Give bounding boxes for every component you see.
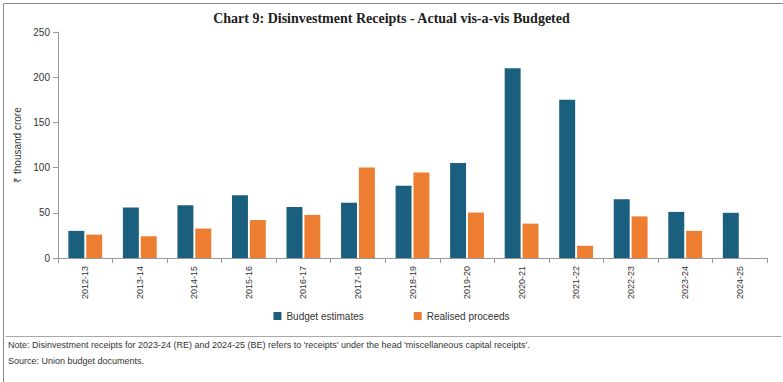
svg-text:₹ thousand crore: ₹ thousand crore bbox=[12, 107, 23, 183]
svg-text:2019-20: 2019-20 bbox=[462, 266, 472, 299]
svg-text:Realised proceeds: Realised proceeds bbox=[427, 311, 510, 322]
svg-text:Chart 9: Disinvestment Receipt: Chart 9: Disinvestment Receipts - Actual… bbox=[213, 11, 570, 26]
svg-text:2024-25: 2024-25 bbox=[735, 266, 745, 299]
svg-text:2022-23: 2022-23 bbox=[626, 266, 636, 299]
svg-text:200: 200 bbox=[33, 72, 50, 83]
svg-text:250: 250 bbox=[33, 27, 50, 38]
svg-text:Source: Union budget documents: Source: Union budget documents. bbox=[8, 356, 144, 366]
svg-text:2021-22: 2021-22 bbox=[571, 266, 581, 299]
svg-text:2015-16: 2015-16 bbox=[244, 266, 254, 299]
svg-text:2013-14: 2013-14 bbox=[135, 266, 145, 299]
svg-text:2018-19: 2018-19 bbox=[408, 266, 418, 299]
svg-text:2016-17: 2016-17 bbox=[298, 266, 308, 299]
svg-text:2020-21: 2020-21 bbox=[517, 266, 527, 299]
svg-text:100: 100 bbox=[33, 162, 50, 173]
svg-text:Budget estimates: Budget estimates bbox=[286, 311, 363, 322]
svg-text:2023-24: 2023-24 bbox=[680, 266, 690, 299]
svg-text:2014-15: 2014-15 bbox=[189, 266, 199, 299]
svg-text:2017-18: 2017-18 bbox=[353, 266, 363, 299]
svg-text:50: 50 bbox=[39, 207, 51, 218]
svg-text:2012-13: 2012-13 bbox=[80, 266, 90, 299]
svg-text:150: 150 bbox=[33, 117, 50, 128]
svg-text:Note: Disinvestment receipts f: Note: Disinvestment receipts for 2023-24… bbox=[8, 340, 530, 350]
svg-text:0: 0 bbox=[44, 253, 50, 264]
